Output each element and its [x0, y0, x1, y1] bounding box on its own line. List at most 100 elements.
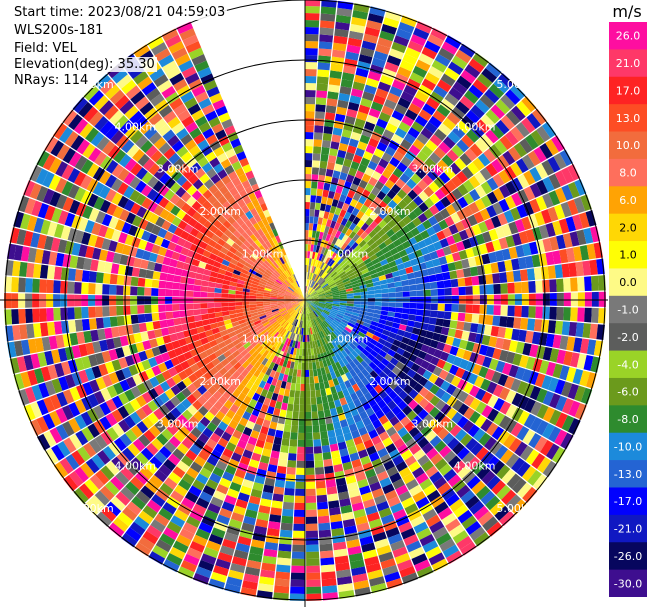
ray-gate [523, 186, 536, 201]
ray-gate [321, 146, 330, 155]
ray-gate [397, 400, 408, 411]
ray-gate [440, 380, 451, 392]
colorbar-segment [609, 104, 647, 133]
ray-gate [522, 243, 532, 257]
ray-gate [377, 322, 386, 330]
ray-gate [340, 217, 348, 226]
ray-gate [541, 160, 555, 176]
ray-gate [263, 548, 278, 558]
ray-gate [485, 455, 500, 470]
ray-gate [540, 440, 554, 456]
ray-gate [199, 173, 210, 184]
ray-gate [378, 318, 387, 325]
ray-gate [481, 67, 498, 83]
ray-gate [278, 387, 286, 396]
ray-gate [447, 437, 460, 450]
ray-gate [318, 253, 324, 262]
ray-gate [185, 121, 198, 134]
ray-gate [291, 298, 299, 300]
ray-gate [341, 234, 349, 243]
ray-gate [244, 278, 253, 284]
ray-gate [203, 324, 212, 332]
ray-gate [435, 388, 446, 399]
range-ring-label: 4.00km [454, 120, 496, 133]
ray-gate [279, 265, 285, 273]
ray-gate [116, 452, 130, 466]
ray-gate [305, 300, 309, 307]
ray-gate [286, 360, 292, 369]
ray-gate [233, 505, 246, 516]
ray-gate [250, 207, 258, 217]
ray-gate [187, 315, 196, 323]
ray-gate [119, 209, 130, 222]
ray-gate [326, 486, 338, 495]
ray-gate [31, 200, 43, 217]
ray-gate [484, 88, 500, 104]
ray-gate [325, 276, 332, 283]
ray-gate [215, 410, 226, 421]
ray-gate [315, 473, 326, 482]
ray-gate [307, 279, 310, 287]
ray-gate [272, 331, 280, 339]
ray-gate [168, 40, 185, 54]
ray-gate [125, 527, 142, 542]
ray-gate [256, 345, 264, 353]
ray-gate [312, 274, 317, 281]
ray-gate [317, 290, 325, 295]
ray-gate [261, 226, 269, 235]
ray-gate [245, 344, 254, 353]
ray-gate [117, 232, 128, 244]
ray-gate [324, 256, 331, 265]
ray-gate [87, 393, 99, 408]
ray-gate [339, 172, 348, 181]
ray-gate [236, 208, 245, 218]
ray-gate [164, 177, 176, 189]
ray-gate [222, 220, 232, 229]
ray-gate [305, 286, 307, 294]
ray-gate [366, 511, 381, 523]
ray-gate [212, 99, 226, 111]
colorbar-tick-label: 17.0 [616, 84, 641, 97]
ray-gate [263, 306, 272, 311]
ray-gate [234, 238, 243, 247]
ray-gate [539, 143, 553, 159]
ray-gate [190, 427, 202, 439]
ray-gate [191, 190, 203, 201]
ray-gate [217, 205, 227, 215]
ray-gate [151, 42, 168, 56]
ray-gate [574, 385, 586, 402]
ray-gate [205, 438, 218, 450]
ray-gate [414, 115, 428, 127]
ray-gate [159, 533, 176, 547]
ray-gate [237, 492, 250, 503]
ray-gate [533, 267, 543, 280]
ray-gate [93, 419, 106, 435]
ray-gate [130, 314, 139, 325]
colorbar-tick-label: 2.0 [619, 221, 637, 234]
ray-gate [141, 171, 154, 184]
ray-gate [389, 48, 405, 60]
ray-gate [392, 508, 407, 521]
ray-gate [142, 340, 152, 351]
ray-gate [497, 326, 507, 339]
ray-gate [323, 182, 331, 191]
ray-gate [268, 277, 276, 283]
ray-gate [498, 169, 511, 184]
ray-gate [256, 324, 264, 331]
ray-gate [504, 259, 513, 272]
ray-gate [367, 301, 375, 306]
ray-gate [198, 121, 211, 134]
ray-gate [213, 371, 223, 381]
ray-gate [288, 308, 295, 314]
ray-gate [449, 498, 465, 513]
ray-gate [236, 331, 245, 339]
ray-gate [155, 216, 166, 228]
ray-gate [327, 429, 336, 438]
ray-gate [223, 350, 232, 359]
ray-gate [389, 432, 401, 443]
ray-gate [95, 470, 110, 485]
ray-gate [549, 306, 557, 320]
ray-gate [402, 405, 413, 416]
ray-gate [104, 84, 121, 100]
ray-gate [130, 162, 143, 176]
